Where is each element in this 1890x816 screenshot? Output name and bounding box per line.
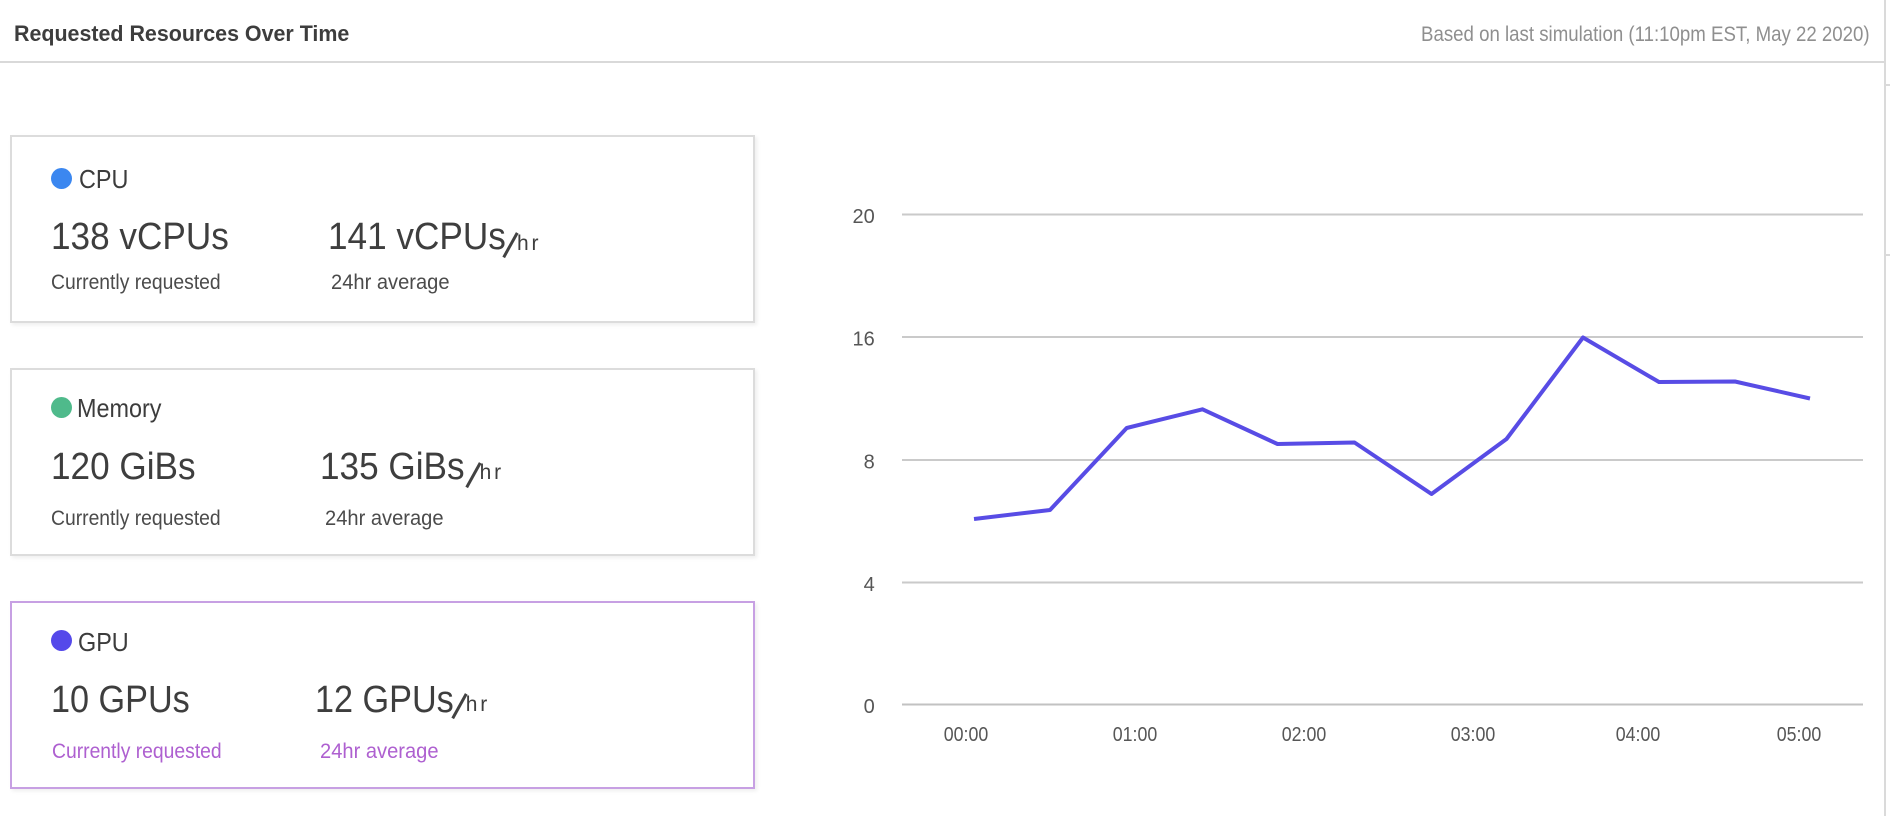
svg-text:04:00: 04:00 [1616,724,1661,746]
svg-text:0: 0 [864,696,875,718]
svg-text:00:00: 00:00 [944,724,989,746]
svg-text:03:00: 03:00 [1451,724,1496,746]
svg-text:4: 4 [864,574,875,596]
svg-text:8: 8 [864,451,875,473]
svg-text:16: 16 [853,328,875,350]
svg-text:02:00: 02:00 [1282,724,1327,746]
svg-text:01:00: 01:00 [1113,724,1158,746]
svg-text:05:00: 05:00 [1777,724,1822,746]
svg-text:20: 20 [853,206,875,228]
